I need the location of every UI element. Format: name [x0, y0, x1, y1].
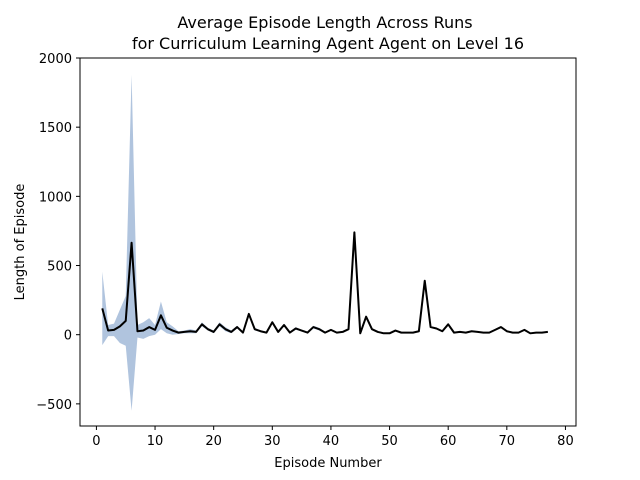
std-band [102, 74, 548, 411]
y-tick-label: −500 [36, 398, 72, 413]
plot-area [101, 74, 548, 411]
y-tick-label: 500 [47, 260, 72, 275]
y-tick-label: 2000 [39, 52, 72, 67]
chart-title-line-2: for Curriculum Learning Agent Agent on L… [132, 34, 524, 53]
y-axis-label: Length of Episode [13, 184, 28, 301]
plot-frame [79, 57, 577, 427]
x-tick-label: 80 [557, 434, 574, 449]
x-tick-label: 60 [440, 434, 457, 449]
y-tick-label: 1000 [39, 190, 72, 205]
x-tick-label: 50 [381, 434, 398, 449]
x-tick-label: 30 [264, 434, 281, 449]
mean-line [101, 231, 548, 335]
x-tick-label: 10 [147, 434, 164, 449]
y-tick-label: 1500 [39, 121, 72, 136]
x-tick-label: 40 [323, 434, 340, 449]
x-tick-label: 0 [92, 434, 100, 449]
y-tick-label: 0 [64, 329, 72, 344]
x-axis-label: Episode Number [274, 456, 382, 471]
y-axis: −500 0 500 1000 1500 2000 [36, 52, 80, 413]
chart-title-line-1: Average Episode Length Across Runs [177, 13, 472, 32]
x-tick-label: 20 [205, 434, 222, 449]
x-tick-label: 70 [499, 434, 516, 449]
x-axis: 0 10 20 30 40 50 60 70 80 [92, 426, 574, 449]
